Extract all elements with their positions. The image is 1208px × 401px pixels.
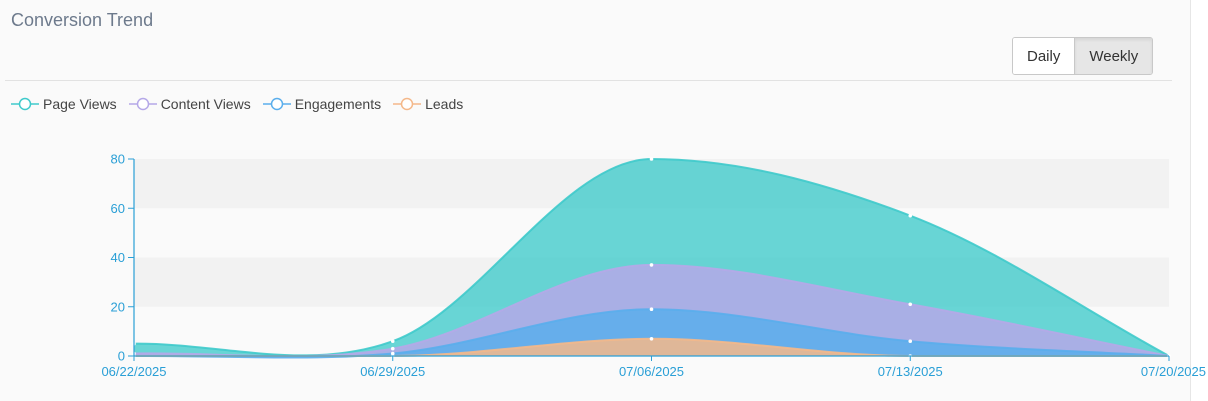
legend-item-page-views[interactable]: Page Views (11, 96, 117, 112)
y-tick-label: 80 (111, 152, 125, 167)
legend-item-engagements[interactable]: Engagements (262, 96, 382, 112)
header-divider (5, 80, 1172, 81)
y-tick-label: 60 (111, 201, 125, 216)
x-tick-label: 07/13/2025 (878, 364, 943, 379)
point-engagements (908, 339, 913, 344)
legend-marker-icon (11, 97, 39, 111)
point-content_views (649, 263, 654, 267)
point-page_views (390, 339, 395, 344)
legend-label: Leads (425, 96, 464, 112)
legend-marker-icon (393, 97, 422, 111)
y-tick-label: 20 (111, 299, 125, 314)
point-engagements (390, 351, 395, 356)
legend-marker-icon (128, 97, 157, 111)
y-tick-label: 40 (111, 250, 125, 265)
weekly-button[interactable]: Weekly (1074, 38, 1153, 74)
legend-label: Content Views (160, 96, 251, 112)
x-tick-label: 06/29/2025 (360, 364, 425, 379)
point-content_views (390, 346, 395, 351)
legend-item-leads[interactable]: Leads (393, 96, 463, 112)
area-engagements (134, 309, 1169, 358)
point-page_views (908, 213, 913, 218)
y-tick-label: 0 (118, 349, 125, 364)
point-engagements (649, 307, 654, 312)
legend-label: Engagements (294, 96, 382, 112)
daily-button[interactable]: Daily (1013, 38, 1075, 74)
x-tick-label: 07/20/2025 (1141, 364, 1206, 379)
area-leads (134, 338, 1169, 356)
panel-divider (1190, 0, 1191, 401)
x-tick-label: 07/06/2025 (619, 364, 684, 379)
x-tick-label: 06/22/2025 (101, 364, 166, 379)
legend-marker-icon (262, 97, 291, 111)
point-leads (649, 336, 654, 341)
legend-label: Page Views (43, 96, 117, 112)
chart-title: Conversion Trend (11, 10, 154, 30)
point-content_views (908, 302, 913, 307)
legend-item-content-views[interactable]: Content Views (128, 96, 251, 112)
point-page_views (649, 157, 654, 161)
granularity-toggle: Daily Weekly (1012, 37, 1154, 75)
chart-legend: Page Views Content Views Engagements Lea… (11, 96, 463, 112)
